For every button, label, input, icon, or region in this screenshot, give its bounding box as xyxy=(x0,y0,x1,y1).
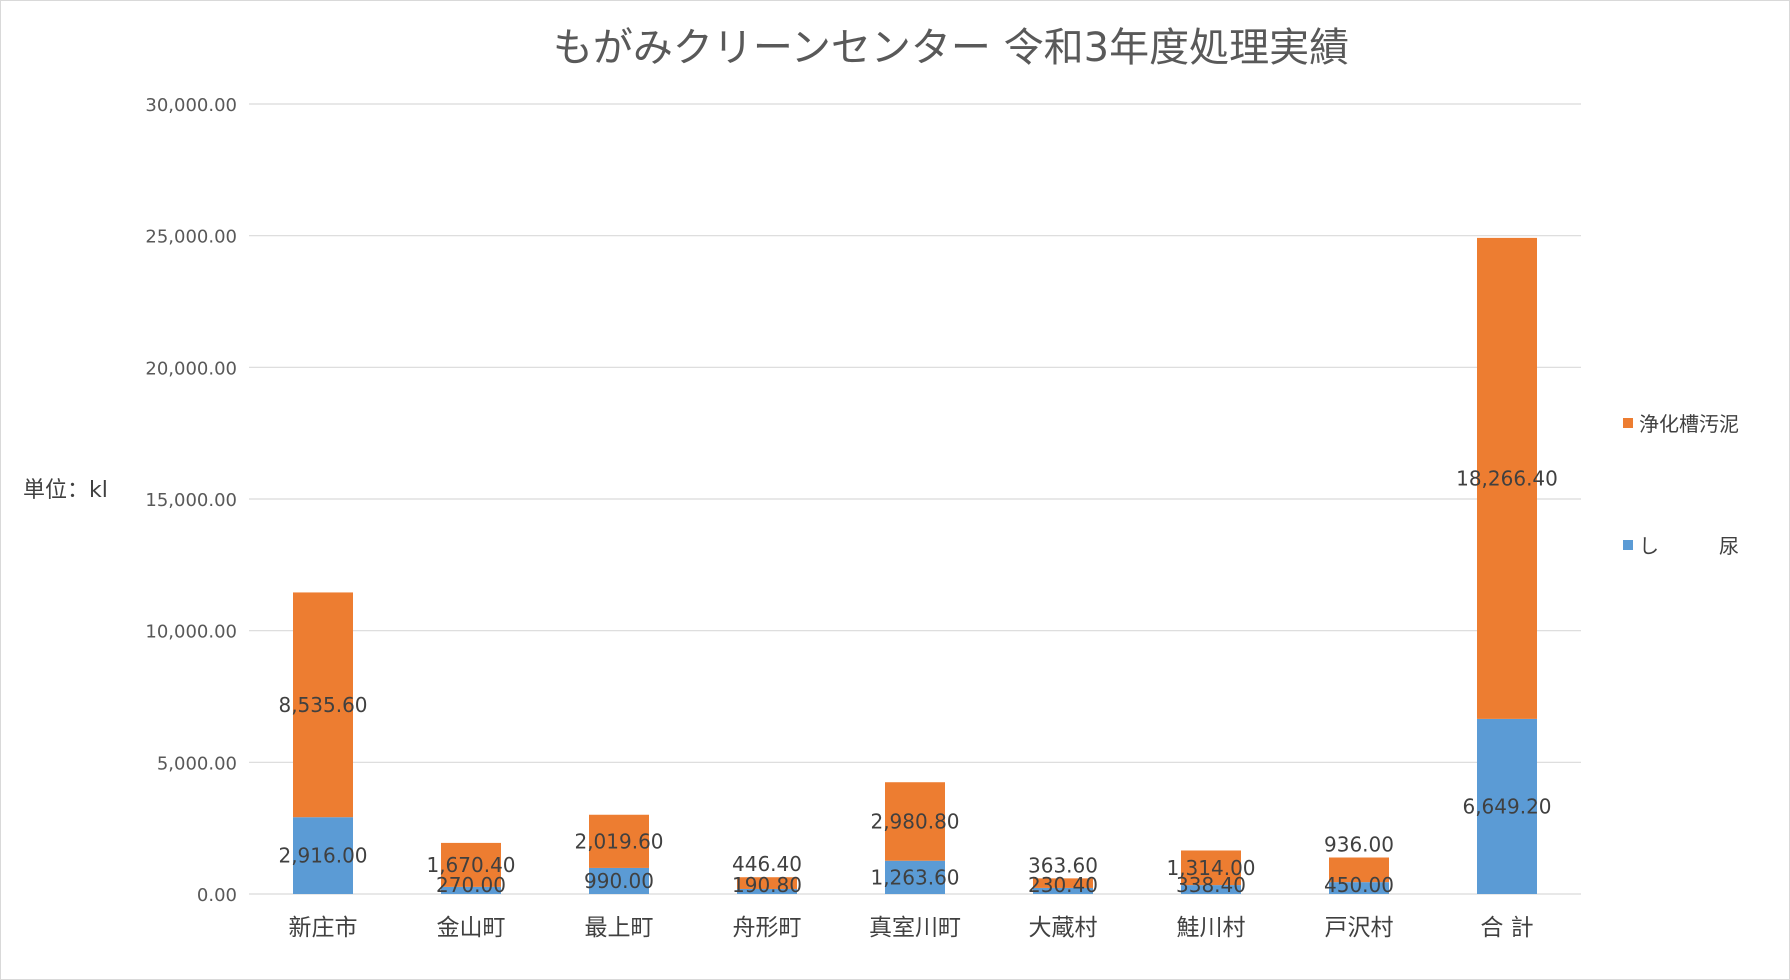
bar-segment xyxy=(293,817,353,894)
category-label: 大蔵村 xyxy=(1029,915,1098,941)
bar-segment xyxy=(885,860,945,894)
data-label: 1,314.00 xyxy=(1166,856,1255,880)
legend-item: し 尿 xyxy=(1623,534,1739,558)
bar-segment xyxy=(737,877,797,889)
data-label: 190.80 xyxy=(732,873,802,897)
data-label: 270.00 xyxy=(436,873,506,897)
data-label: 6,649.20 xyxy=(1462,794,1551,818)
y-tick-label: 15,000.00 xyxy=(145,490,237,511)
bar-segment xyxy=(737,888,797,894)
y-axis-unit-label: 単位：kl xyxy=(23,478,108,503)
bar-segment xyxy=(1181,850,1241,886)
y-axis-ticks: 0.00 5,000.00 10,000.00 15,000.00 20,000.00 2… xyxy=(145,95,237,906)
bar-segment xyxy=(885,782,945,861)
legend-label: 浄化槽汚泥 xyxy=(1639,412,1739,436)
bar-segment xyxy=(589,867,649,894)
bar-segment xyxy=(1033,878,1093,888)
data-label: 1,670.40 xyxy=(426,853,515,877)
category-label: 真室川町 xyxy=(869,915,961,941)
legend-swatch xyxy=(1623,418,1633,428)
bar-segment xyxy=(1181,885,1241,894)
data-label: 450.00 xyxy=(1324,873,1394,897)
data-label: 338.40 xyxy=(1176,873,1246,897)
category-label: 合 計 xyxy=(1480,915,1533,941)
legend-label: し 尿 xyxy=(1639,534,1739,558)
bar-segment xyxy=(441,886,501,894)
bars xyxy=(293,237,1537,894)
category-label: 最上町 xyxy=(585,915,654,941)
bar-segment xyxy=(441,842,501,887)
y-tick-label: 10,000.00 xyxy=(145,622,237,643)
category-label: 新庄市 xyxy=(289,915,358,941)
y-tick-label: 20,000.00 xyxy=(145,358,237,379)
data-label: 18,266.40 xyxy=(1456,466,1558,490)
legend-item: 浄化槽汚泥 xyxy=(1623,412,1739,436)
bar-segment xyxy=(1329,857,1389,883)
y-tick-label: 5,000.00 xyxy=(157,753,237,774)
legend-swatch xyxy=(1623,540,1633,550)
data-label: 2,019.60 xyxy=(574,829,663,853)
data-label: 936.00 xyxy=(1324,833,1394,857)
category-labels: 新庄市 金山町 最上町 舟形町 真室川町 大蔵村 鮭川村 戸沢村 合 計 xyxy=(289,915,1534,941)
data-label: 446.40 xyxy=(732,852,802,876)
category-label: 鮭川村 xyxy=(1177,915,1246,941)
data-label: 2,980.80 xyxy=(870,809,959,833)
bar-segment xyxy=(1477,718,1537,894)
category-label: 舟形町 xyxy=(733,915,802,941)
data-label: 230.40 xyxy=(1028,873,1098,897)
chart-title: もがみクリーンセンター 令和3年度処理実績 xyxy=(553,25,1349,71)
data-label: 363.60 xyxy=(1028,853,1098,877)
data-label: 990.00 xyxy=(584,869,654,893)
bar-segment xyxy=(589,814,649,868)
bar-segment xyxy=(1329,882,1389,894)
y-tick-label: 30,000.00 xyxy=(145,95,237,116)
y-tick-label: 0.00 xyxy=(197,885,237,906)
data-label: 8,535.60 xyxy=(278,693,367,717)
data-label: 2,916.00 xyxy=(278,844,367,868)
bar-segment xyxy=(1477,237,1537,719)
bar-segment xyxy=(293,592,353,818)
data-label: 1,263.60 xyxy=(870,865,959,889)
data-labels: 2,916.00 8,535.60 270.001,670.40 990.00 2,01… xyxy=(278,466,1557,897)
category-label: 金山町 xyxy=(437,915,506,941)
gridlines xyxy=(249,103,1581,895)
category-label: 戸沢村 xyxy=(1325,915,1394,941)
y-tick-label: 25,000.00 xyxy=(145,227,237,248)
bar-segment xyxy=(1033,887,1093,894)
